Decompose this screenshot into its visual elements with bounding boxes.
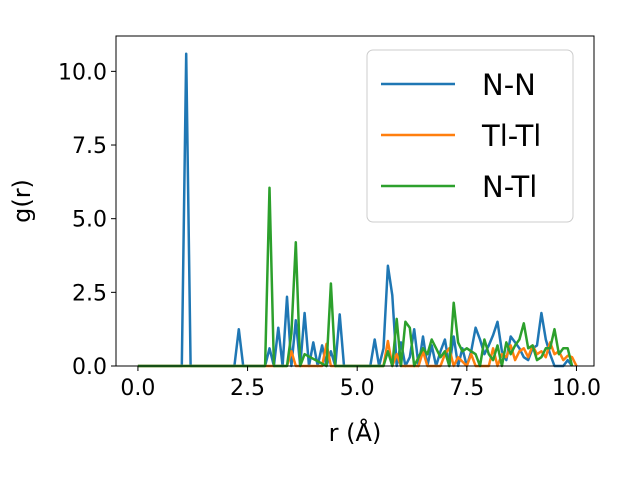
y-tick-label: 5.0 <box>72 208 107 233</box>
legend-box <box>366 49 574 223</box>
x-axis: 0.0 2.5 5.0 7.5 10.0 <box>120 366 601 401</box>
x-tick-label: 7.5 <box>449 376 484 401</box>
y-axis-label: g(r) <box>8 179 36 223</box>
y-axis: 0.0 2.5 5.0 7.5 10.0 <box>58 60 116 380</box>
x-tick-label: 0.0 <box>120 376 155 401</box>
y-tick-label: 2.5 <box>72 281 107 306</box>
x-tick-label: 10.0 <box>552 376 601 401</box>
legend-label-2: N-Tl <box>482 170 537 204</box>
plot-frame <box>115 35 595 367</box>
y-tick-label: 7.5 <box>72 134 107 159</box>
y-tick-label: 0.0 <box>72 355 107 380</box>
y-tick-label: 10.0 <box>58 60 107 85</box>
x-tick-label: 2.5 <box>230 376 265 401</box>
legend-label-1: Tl-Tl <box>481 119 541 153</box>
series-line-0 <box>137 52 574 368</box>
x-axis-label: r (Å) <box>329 418 382 447</box>
legend-label-0: N-N <box>482 68 536 102</box>
x-tick-label: 5.0 <box>340 376 375 401</box>
legend: N-N Tl-Tl N-Tl <box>366 49 574 223</box>
